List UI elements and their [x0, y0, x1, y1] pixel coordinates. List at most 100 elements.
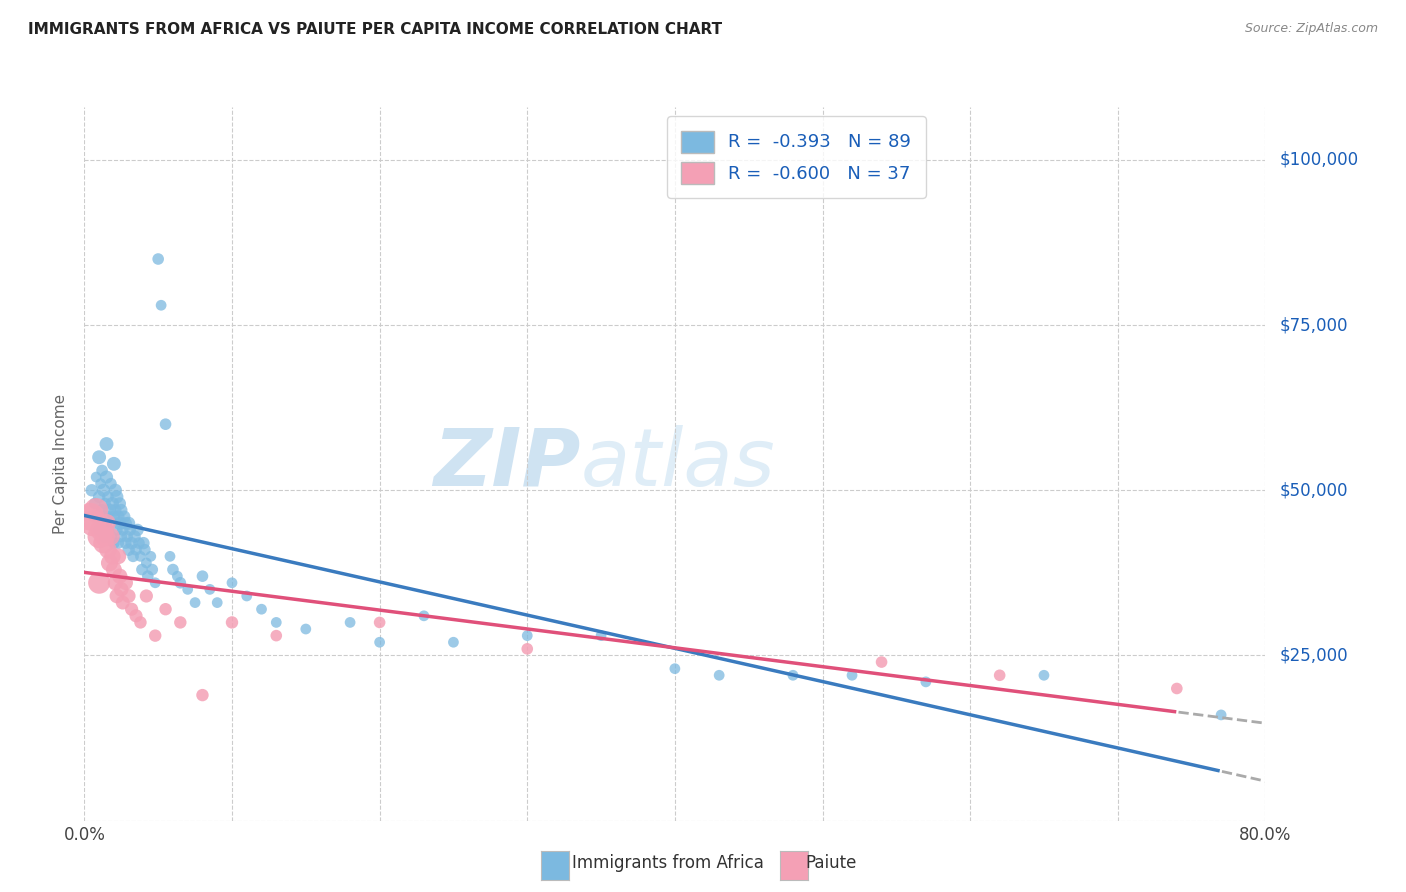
- Point: [87, 529, 111, 543]
- Point: [132, 536, 155, 550]
- Point: [162, 563, 184, 577]
- Point: [90, 476, 112, 491]
- Text: ZIP: ZIP: [433, 425, 581, 503]
- Point: [169, 615, 191, 630]
- Point: [110, 582, 132, 597]
- Point: [97, 523, 120, 537]
- Text: Immigrants from Africa: Immigrants from Africa: [572, 855, 763, 872]
- Point: [114, 536, 136, 550]
- Legend: R =  -0.393   N = 89, R =  -0.600   N = 37: R = -0.393 N = 89, R = -0.600 N = 37: [666, 116, 925, 198]
- Point: [143, 575, 166, 590]
- Point: [413, 608, 436, 623]
- Point: [115, 529, 138, 543]
- Point: [709, 668, 731, 682]
- Point: [122, 549, 145, 564]
- Point: [104, 575, 127, 590]
- Point: [988, 668, 1011, 682]
- Point: [101, 496, 124, 510]
- Text: IMMIGRANTS FROM AFRICA VS PAIUTE PER CAPITA INCOME CORRELATION CHART: IMMIGRANTS FROM AFRICA VS PAIUTE PER CAP…: [28, 22, 723, 37]
- Text: $25,000: $25,000: [1279, 647, 1348, 665]
- Point: [118, 589, 141, 603]
- Point: [105, 523, 128, 537]
- Point: [107, 549, 129, 564]
- Point: [264, 615, 288, 630]
- Point: [128, 536, 150, 550]
- Point: [80, 483, 103, 498]
- Point: [127, 523, 149, 537]
- Point: [141, 563, 163, 577]
- Text: Paiute: Paiute: [806, 855, 858, 872]
- Point: [105, 490, 128, 504]
- Point: [86, 509, 108, 524]
- Point: [104, 483, 127, 498]
- Y-axis label: Per Capita Income: Per Capita Income: [53, 393, 69, 534]
- Point: [159, 549, 181, 564]
- Point: [295, 622, 318, 636]
- Point: [136, 569, 159, 583]
- Point: [94, 529, 117, 543]
- Point: [103, 457, 125, 471]
- Point: [87, 523, 111, 537]
- Point: [148, 252, 170, 266]
- Point: [100, 529, 122, 543]
- Point: [139, 549, 162, 564]
- Point: [516, 641, 538, 656]
- Point: [87, 450, 111, 465]
- Point: [134, 542, 156, 557]
- Point: [110, 529, 132, 543]
- Point: [155, 602, 177, 616]
- Point: [516, 629, 538, 643]
- Text: atlas: atlas: [581, 425, 775, 503]
- Point: [191, 569, 214, 583]
- Text: $50,000: $50,000: [1279, 482, 1348, 500]
- Point: [368, 635, 391, 649]
- Point: [1166, 681, 1188, 696]
- Point: [103, 509, 125, 524]
- Point: [177, 582, 200, 597]
- Point: [96, 437, 118, 451]
- Point: [96, 509, 118, 524]
- Point: [782, 668, 804, 682]
- Text: $100,000: $100,000: [1279, 151, 1358, 169]
- Point: [121, 536, 143, 550]
- Point: [103, 536, 125, 550]
- Point: [97, 490, 120, 504]
- Point: [108, 496, 131, 510]
- Point: [120, 523, 142, 537]
- Point: [914, 674, 936, 689]
- Point: [83, 496, 105, 510]
- Point: [91, 503, 114, 517]
- Point: [129, 615, 152, 630]
- Point: [94, 496, 117, 510]
- Text: Source: ZipAtlas.com: Source: ZipAtlas.com: [1244, 22, 1378, 36]
- Point: [118, 542, 141, 557]
- Point: [125, 608, 148, 623]
- Point: [150, 298, 173, 312]
- Point: [91, 463, 114, 477]
- Point: [1032, 668, 1054, 682]
- Point: [124, 529, 146, 543]
- Point: [1209, 707, 1232, 722]
- Point: [84, 470, 107, 484]
- Point: [103, 563, 125, 577]
- Point: [93, 516, 115, 531]
- Point: [108, 569, 131, 583]
- Point: [221, 575, 243, 590]
- Point: [870, 655, 893, 669]
- Point: [250, 602, 273, 616]
- Point: [111, 523, 134, 537]
- Point: [143, 629, 166, 643]
- Point: [221, 615, 243, 630]
- Point: [96, 516, 118, 531]
- Point: [98, 556, 121, 570]
- Point: [107, 536, 129, 550]
- Point: [591, 629, 613, 643]
- Point: [84, 503, 107, 517]
- Point: [841, 668, 863, 682]
- Point: [125, 542, 148, 557]
- Point: [205, 596, 228, 610]
- Point: [107, 509, 129, 524]
- Point: [111, 596, 134, 610]
- Point: [82, 516, 104, 531]
- Point: [235, 589, 259, 603]
